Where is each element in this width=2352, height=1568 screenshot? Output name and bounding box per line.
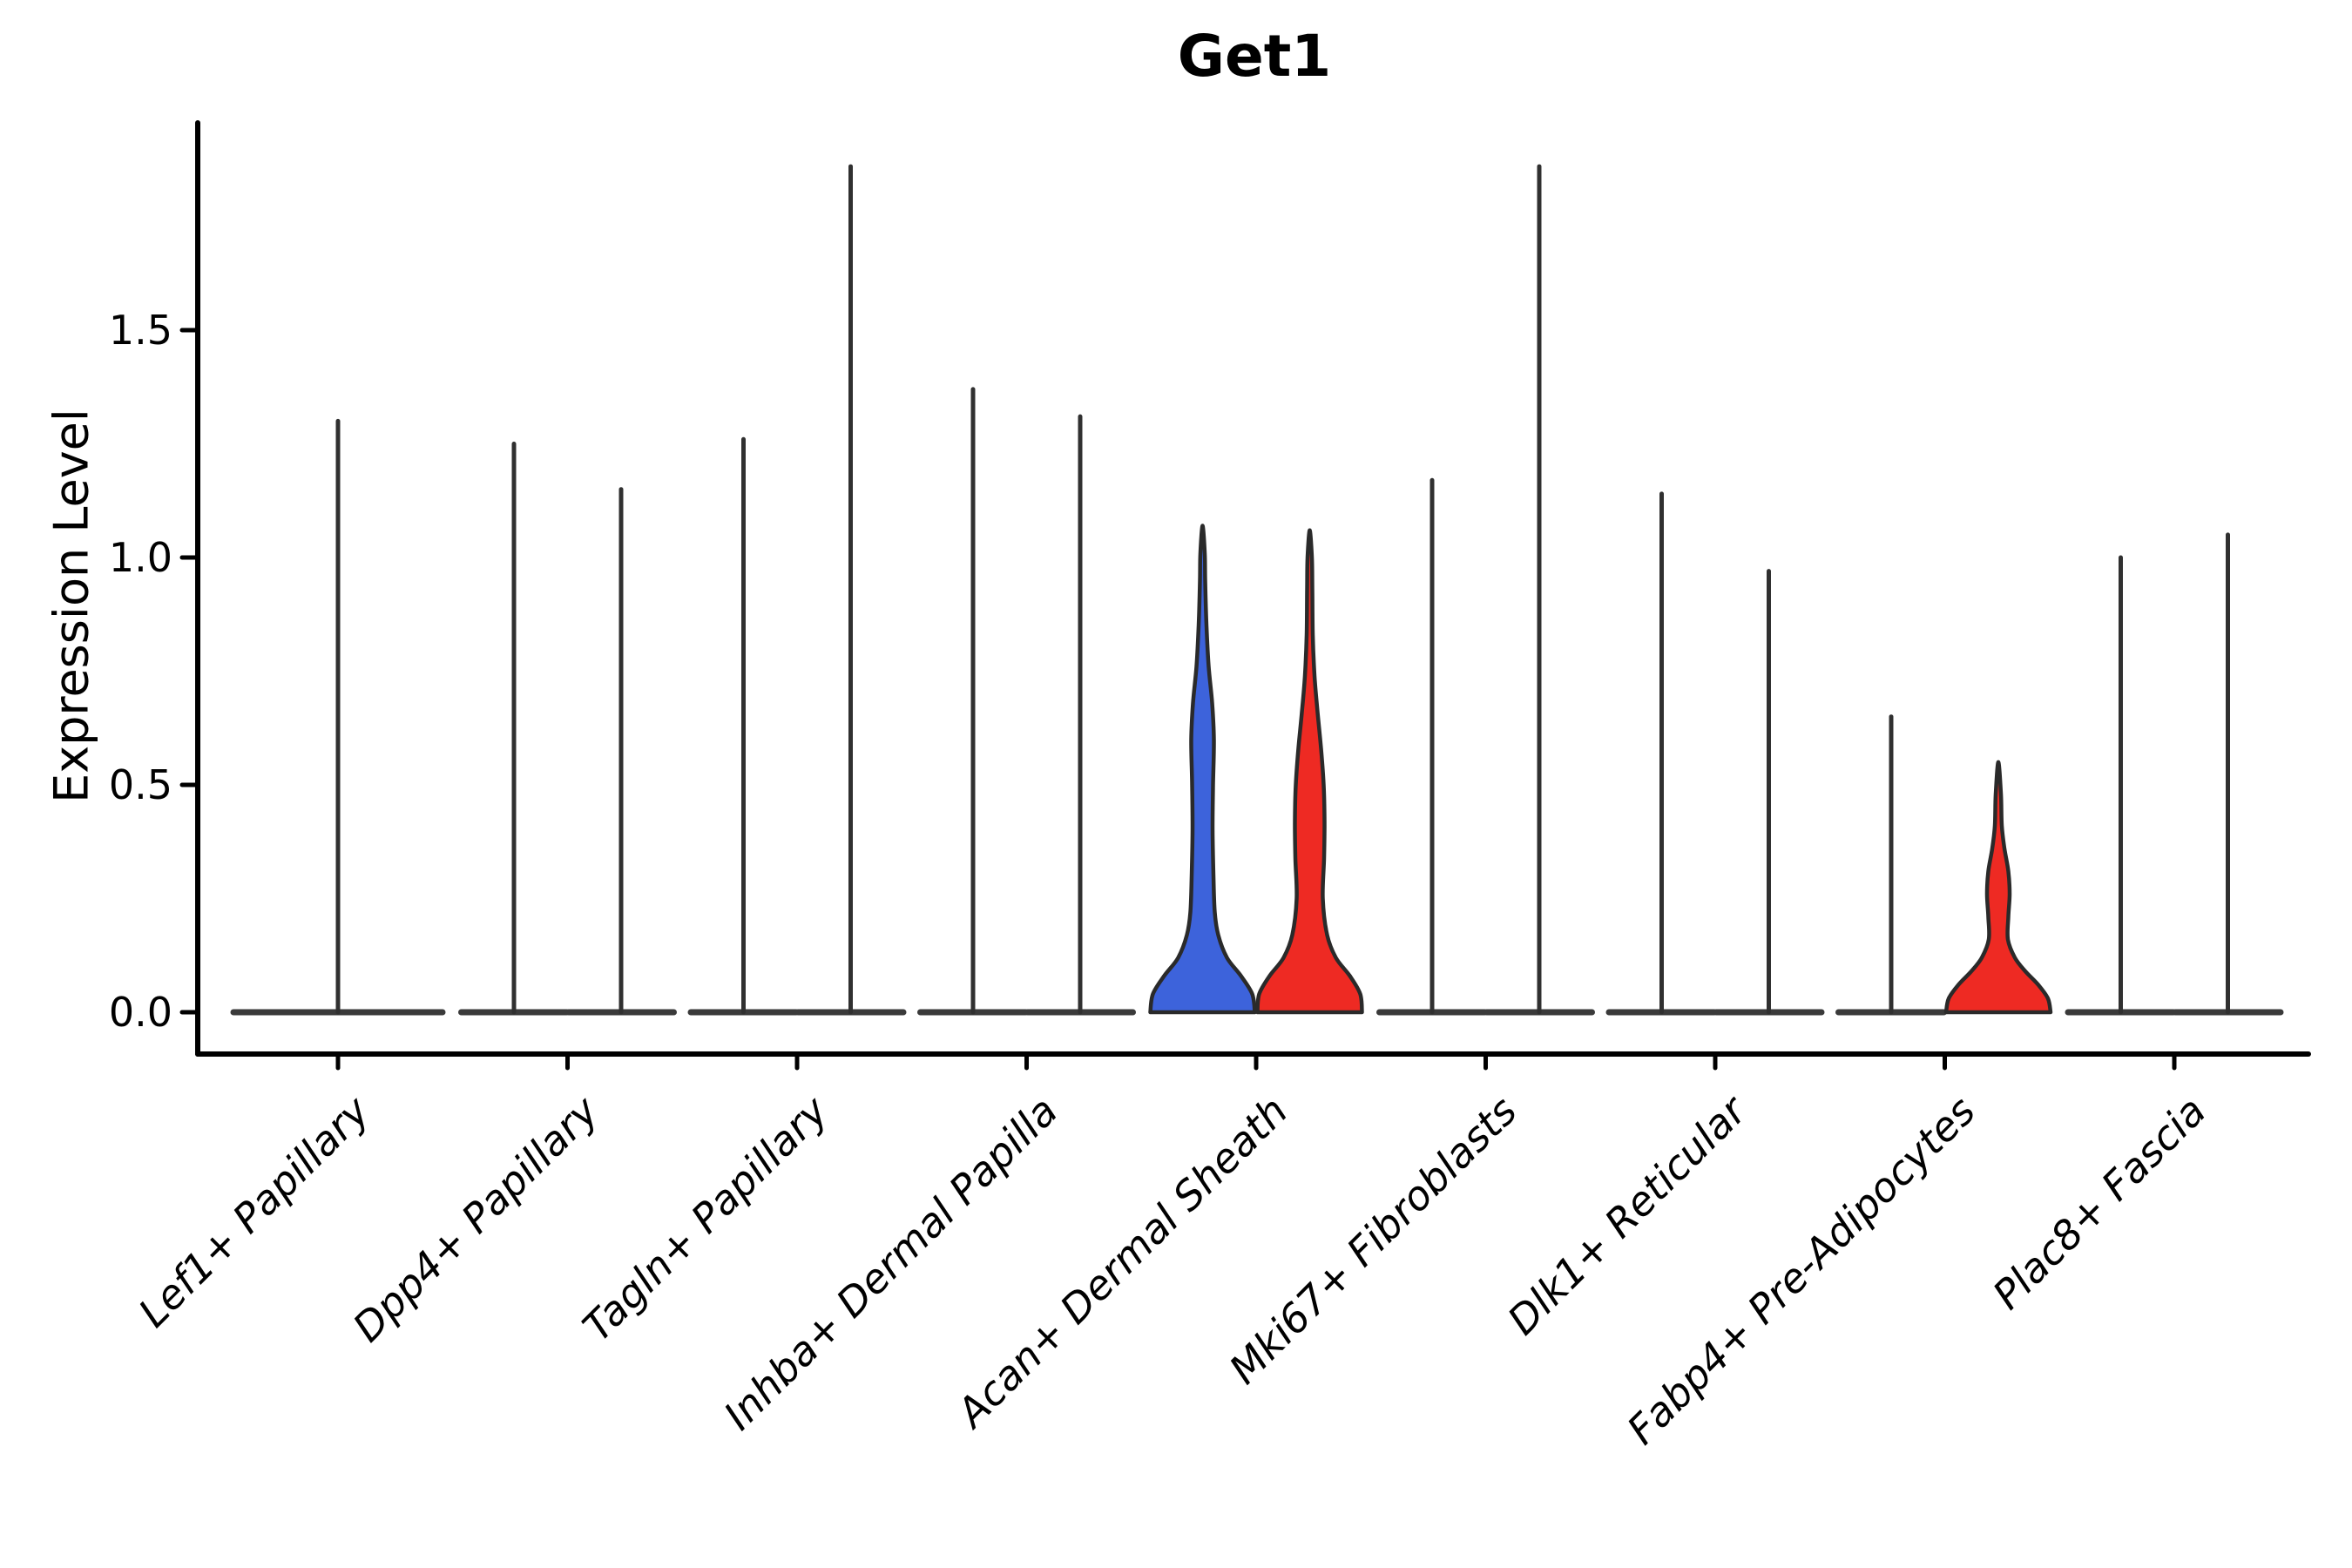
violin-shape	[1255, 528, 1364, 1015]
chart-title: Get1	[1177, 23, 1332, 90]
violin-shape	[1148, 524, 1257, 1015]
y-tick-label-0.5: 0.5	[108, 761, 172, 808]
y-tick-label-0.0: 0.0	[108, 989, 172, 1036]
y-axis-label: Expression Level	[44, 409, 99, 803]
violin-shape	[1943, 760, 2053, 1015]
y-tick-label-1.5: 1.5	[108, 307, 172, 354]
y-tick-label-1.0: 1.0	[108, 534, 172, 581]
